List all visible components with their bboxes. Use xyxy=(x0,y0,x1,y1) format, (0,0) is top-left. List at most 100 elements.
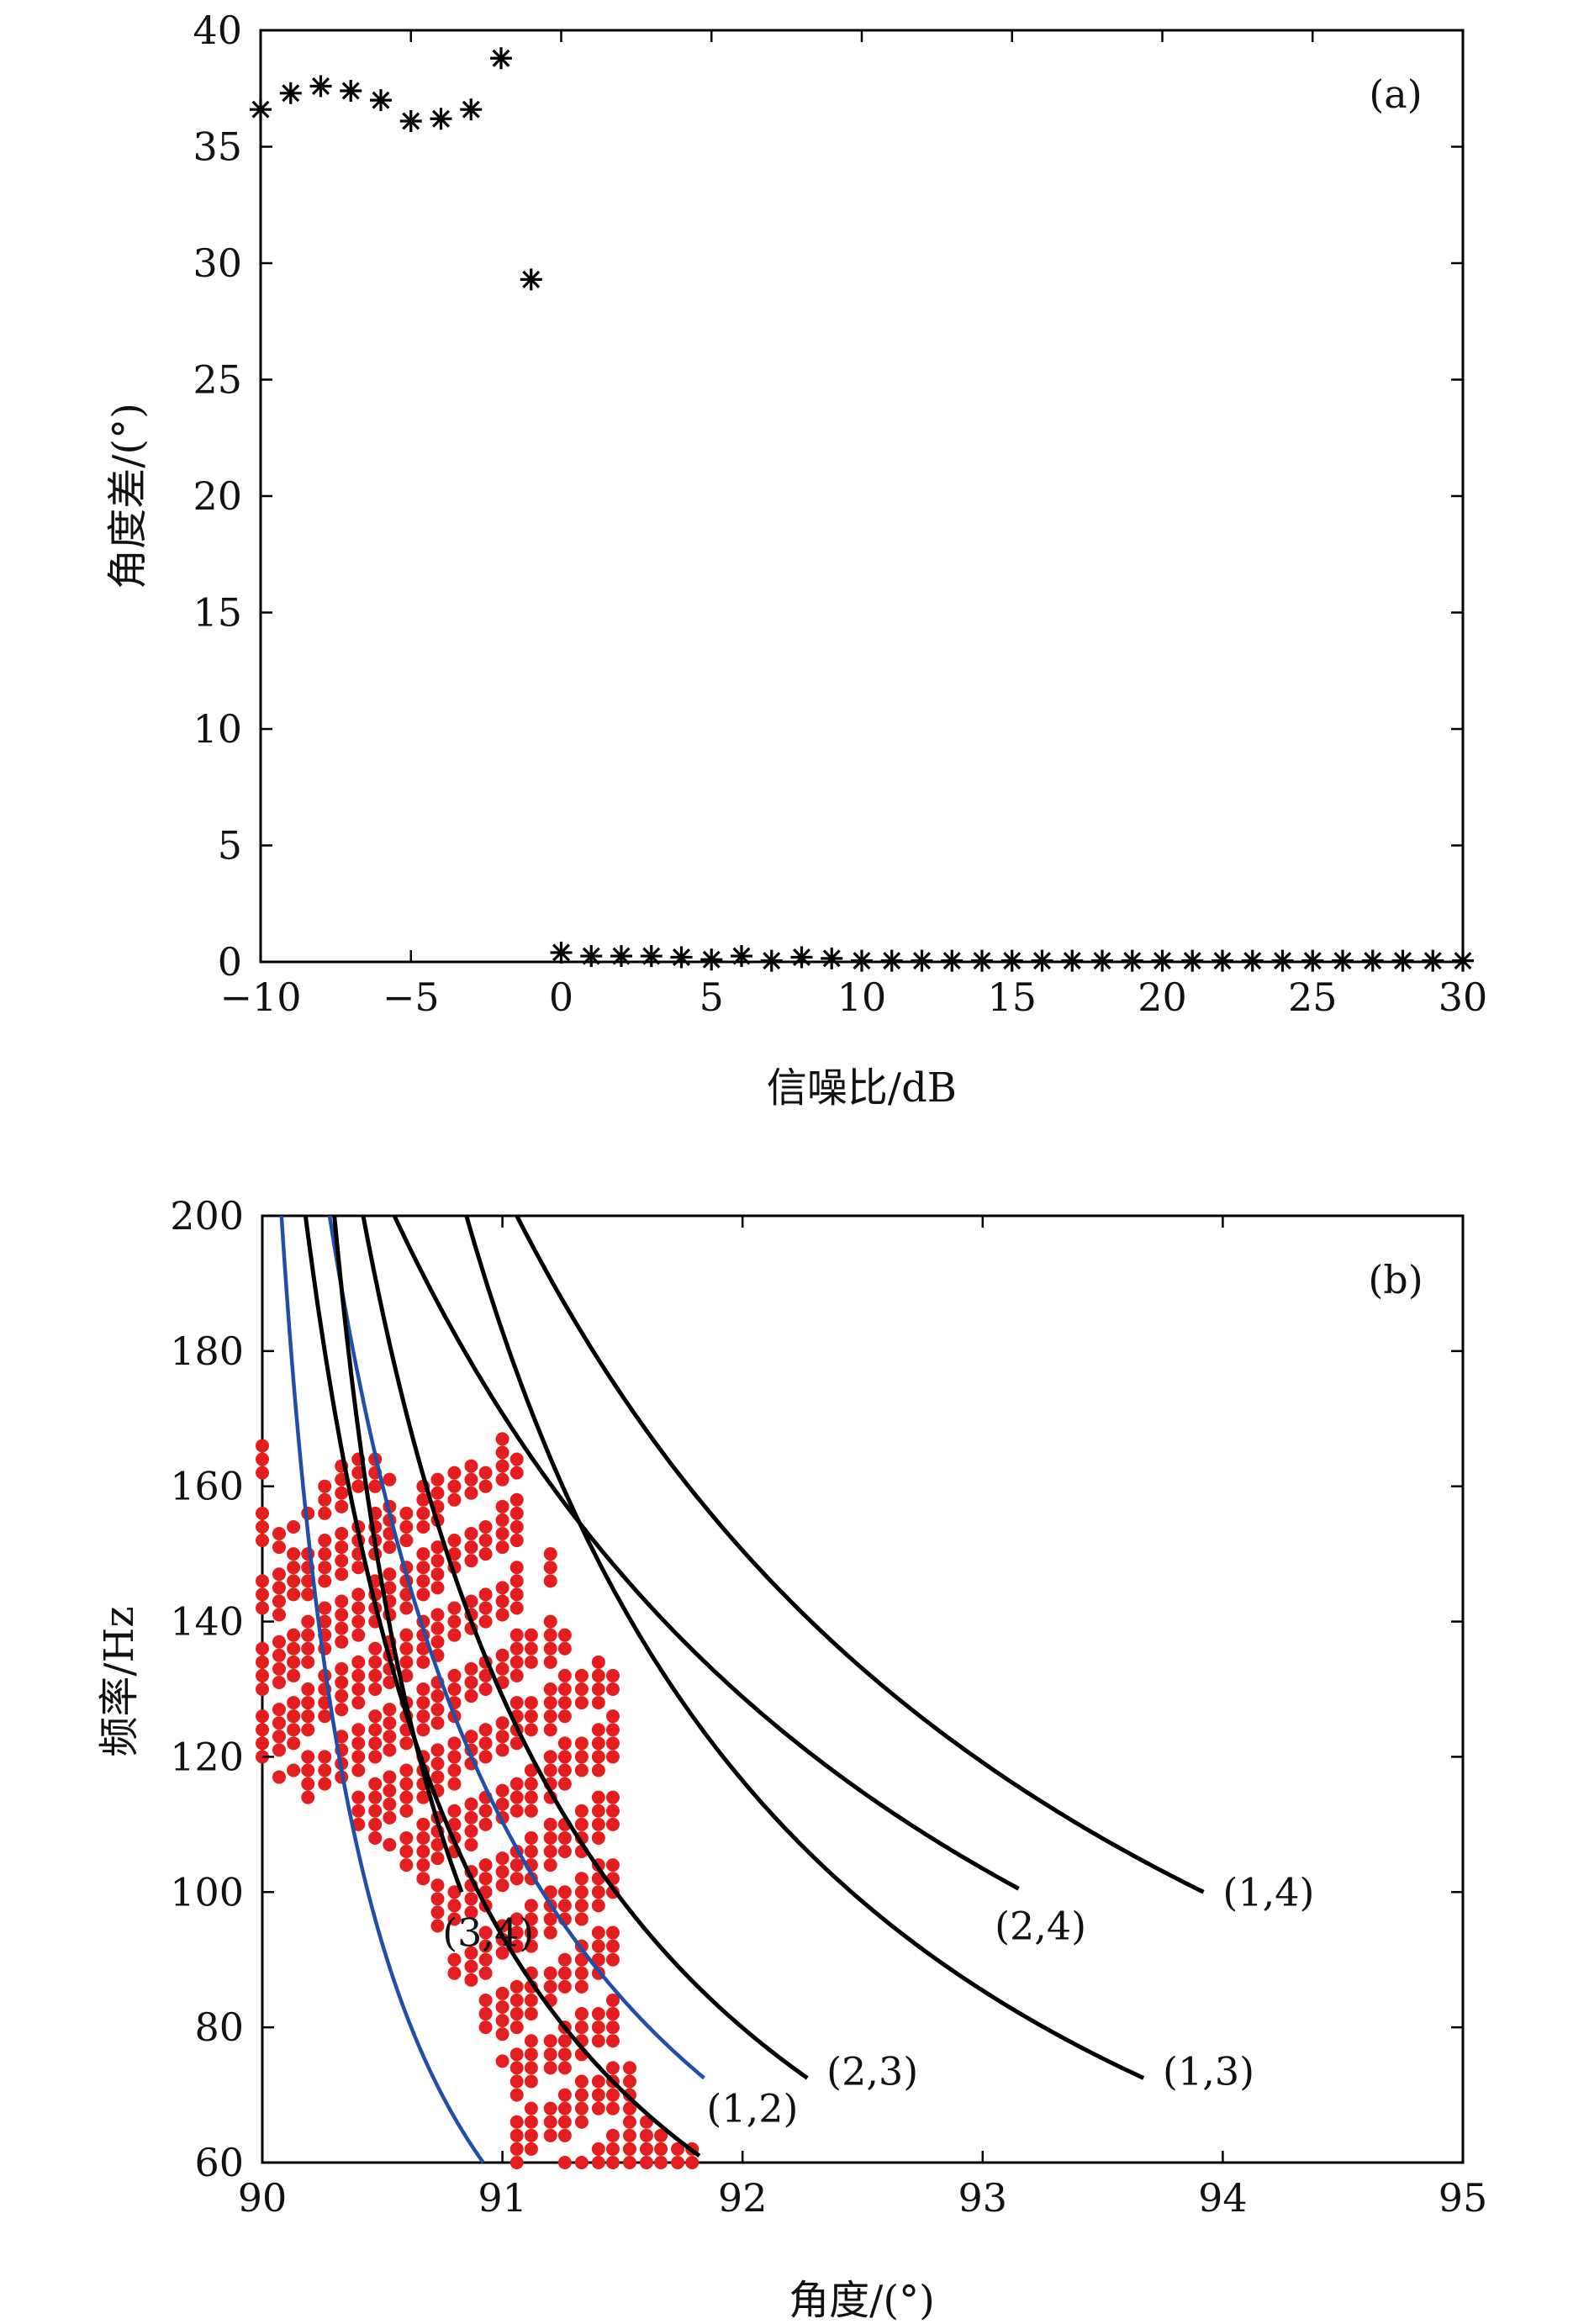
panel-b-x-tick-label: 94 xyxy=(1198,2175,1248,2221)
red-data-point xyxy=(464,1554,478,1568)
red-data-point xyxy=(430,1905,445,1920)
panel-b-y-axis-title: 频率/Hz xyxy=(96,1606,143,1756)
red-data-point xyxy=(416,1655,430,1669)
red-data-point xyxy=(591,1682,605,1696)
red-data-point xyxy=(495,1513,509,1527)
data-point xyxy=(851,949,873,972)
red-data-point xyxy=(301,1587,315,1602)
red-data-point xyxy=(591,1899,605,1913)
red-data-point xyxy=(430,1608,445,1622)
red-data-point xyxy=(478,1750,493,1764)
red-data-point xyxy=(671,2142,685,2156)
red-data-point xyxy=(557,1668,572,1682)
red-data-point xyxy=(256,1519,269,1534)
asterisk-stroke xyxy=(492,49,510,67)
data-point xyxy=(1212,949,1233,972)
red-data-point xyxy=(351,1750,366,1764)
red-data-point xyxy=(605,1790,620,1804)
red-data-point xyxy=(301,1790,315,1804)
red-data-point xyxy=(447,1547,462,1561)
red-data-point xyxy=(464,1837,478,1851)
data-point xyxy=(460,98,483,121)
red-data-point xyxy=(495,1499,509,1513)
red-data-point xyxy=(478,1736,493,1751)
red-data-point xyxy=(543,1614,557,1629)
red-data-point xyxy=(335,1608,349,1622)
panel-b-y-tick-label: 140 xyxy=(170,1599,244,1645)
red-data-point xyxy=(557,1682,572,1696)
red-data-point xyxy=(368,1750,383,1764)
panel-a-x-tick-label: 20 xyxy=(1138,974,1187,1020)
red-data-point xyxy=(399,1628,414,1642)
red-data-point xyxy=(464,1594,478,1608)
red-data-point xyxy=(464,1527,478,1541)
red-data-point xyxy=(524,2007,538,2021)
red-data-point xyxy=(495,1459,509,1473)
panel-a-x-tick-label: 0 xyxy=(549,974,573,1020)
red-data-point xyxy=(574,1912,589,1926)
asterisk-stroke xyxy=(522,270,541,288)
data-point xyxy=(1361,949,1384,972)
red-data-point xyxy=(495,1851,509,1866)
red-data-point xyxy=(399,1804,414,1818)
data-point xyxy=(1121,949,1143,972)
red-data-point xyxy=(287,1628,301,1642)
red-data-point xyxy=(399,1790,414,1804)
red-data-point xyxy=(543,2061,557,2075)
red-data-point xyxy=(256,1534,269,1548)
red-data-point xyxy=(351,1817,366,1831)
red-data-point xyxy=(272,1770,286,1784)
red-data-point xyxy=(591,1830,605,1845)
red-data-point xyxy=(509,2007,524,2021)
red-data-point xyxy=(509,1519,524,1534)
red-data-point xyxy=(272,1661,286,1676)
red-data-point xyxy=(557,2156,572,2169)
red-data-point xyxy=(256,1506,269,1520)
asterisk-stroke xyxy=(552,943,570,962)
red-data-point xyxy=(416,1492,430,1507)
red-data-point xyxy=(543,1830,557,1845)
panel-b-y-tick-label: 200 xyxy=(170,1193,244,1239)
red-data-point xyxy=(509,1925,524,1940)
red-data-point xyxy=(464,1810,478,1825)
red-data-point xyxy=(557,1845,572,1859)
red-data-point xyxy=(495,1986,509,2000)
red-data-point xyxy=(464,1824,478,1838)
red-data-point xyxy=(416,1561,430,1575)
red-data-point xyxy=(399,1777,414,1791)
red-data-point xyxy=(685,2156,699,2169)
red-data-point xyxy=(509,1574,524,1588)
red-data-point xyxy=(605,2128,620,2142)
red-data-point xyxy=(430,1892,445,1906)
red-data-point xyxy=(478,1479,493,1493)
panel-a-x-axis-title: 信噪比/dB xyxy=(767,1064,957,1112)
red-data-point xyxy=(447,1804,462,1818)
red-data-point xyxy=(368,1723,383,1737)
red-data-point xyxy=(416,1682,430,1696)
red-data-point xyxy=(256,1736,269,1751)
panel-b-y-tick-label: 60 xyxy=(194,2140,244,2185)
curve-label: (3,4) xyxy=(442,1910,534,1956)
red-data-point xyxy=(524,1655,538,1669)
black-curve xyxy=(361,1215,809,2080)
panel-b-ticks: 90 91 92 93 94 95 60 80 100 120 140 160 180 200 xyxy=(170,1193,1487,2221)
red-data-point xyxy=(416,1872,430,1886)
red-data-point xyxy=(543,1817,557,1831)
red-data-point xyxy=(591,1952,605,1967)
red-data-point xyxy=(368,1804,383,1818)
red-data-point xyxy=(495,1797,509,1811)
red-data-point xyxy=(464,1946,478,1960)
red-data-point xyxy=(256,1641,269,1656)
asterisk-stroke xyxy=(1303,952,1322,970)
red-data-point xyxy=(318,1534,332,1548)
red-data-point xyxy=(605,1952,620,1967)
red-data-point xyxy=(256,1723,269,1737)
red-data-point xyxy=(301,1723,315,1737)
asterisk-stroke xyxy=(732,947,751,965)
data-point xyxy=(1181,949,1204,972)
red-data-point xyxy=(478,1858,493,1872)
red-data-point xyxy=(272,1716,286,1730)
red-data-point xyxy=(543,1655,557,1669)
red-data-point xyxy=(574,1736,589,1751)
data-point xyxy=(760,949,783,972)
